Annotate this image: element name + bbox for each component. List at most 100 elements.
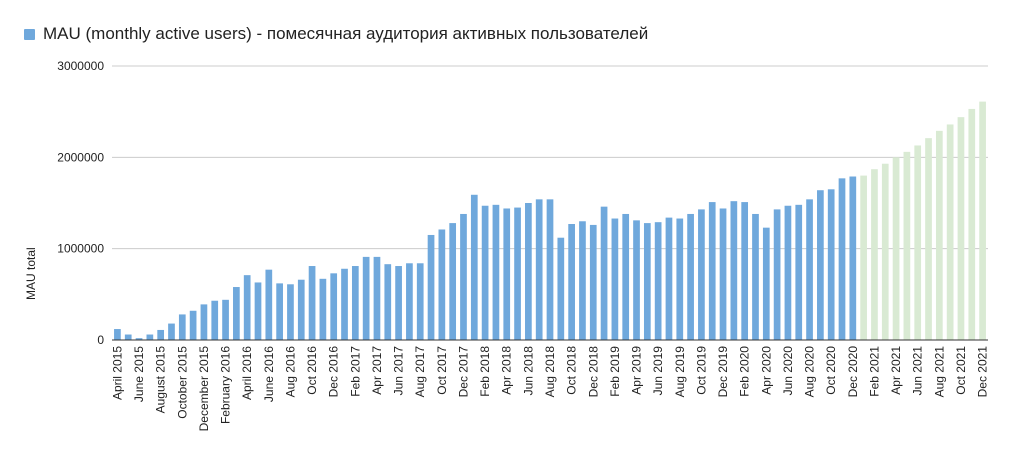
x-tick-label: Feb 2017 xyxy=(348,346,362,397)
forecast-bar xyxy=(925,138,932,340)
x-tick-label: Dec 2016 xyxy=(327,346,341,398)
x-tick-label: Oct 2019 xyxy=(694,346,708,395)
x-tick-label: June 2016 xyxy=(262,346,276,402)
bar xyxy=(135,338,143,340)
bar xyxy=(287,284,294,340)
x-tick-label: Feb 2018 xyxy=(478,346,492,397)
forecast-bar xyxy=(871,169,878,340)
bar xyxy=(589,224,597,340)
forecast-bar xyxy=(892,157,900,340)
forecast-bar xyxy=(946,124,954,340)
bar xyxy=(265,269,273,340)
bar xyxy=(395,266,402,340)
forecast-bar xyxy=(979,101,986,341)
bar xyxy=(297,279,305,340)
x-tick-label: Apr 2018 xyxy=(500,346,514,395)
bar xyxy=(676,218,684,340)
forecast-bar xyxy=(860,175,867,340)
y-tick-label: 1000000 xyxy=(57,242,104,256)
bar xyxy=(806,199,813,340)
x-tick-label: Jun 2017 xyxy=(392,346,406,396)
chart-legend: MAU (monthly active users) - помесячная … xyxy=(24,24,648,44)
bar xyxy=(254,282,262,340)
forecast-bar xyxy=(957,117,965,340)
bar xyxy=(752,213,759,340)
bar xyxy=(438,229,446,340)
bar xyxy=(157,329,165,340)
bar xyxy=(503,208,511,340)
bar xyxy=(308,266,316,340)
bar xyxy=(730,201,738,340)
bar xyxy=(427,234,435,340)
bar xyxy=(114,329,121,340)
y-tick-label: 2000000 xyxy=(57,150,104,164)
x-tick-label: Oct 2020 xyxy=(824,346,838,395)
bar xyxy=(470,194,478,340)
x-tick-label: Oct 2018 xyxy=(565,346,579,395)
x-tick-label: Jun 2019 xyxy=(651,346,665,396)
bar xyxy=(362,256,370,340)
x-tick-label: April 2016 xyxy=(240,346,254,400)
bar xyxy=(384,264,392,340)
x-tick-label: Aug 2017 xyxy=(413,346,427,398)
x-tick-label: Jun 2018 xyxy=(521,346,535,396)
bar xyxy=(178,314,186,340)
x-tick-label: Dec 2017 xyxy=(456,346,470,398)
bar xyxy=(222,299,229,340)
x-tick-label: Feb 2021 xyxy=(867,346,881,397)
x-tick-label: February 2016 xyxy=(219,346,233,424)
forecast-bar xyxy=(935,130,943,340)
x-tick-label: Oct 2021 xyxy=(954,346,968,395)
bar xyxy=(373,256,381,340)
forecast-bar xyxy=(914,145,922,340)
bar xyxy=(849,176,857,340)
bar xyxy=(719,208,727,340)
x-tick-label: Apr 2019 xyxy=(630,346,644,395)
x-tick-label: Dec 2018 xyxy=(586,346,600,398)
x-tick-label: October 2015 xyxy=(175,346,189,419)
bar xyxy=(773,209,781,340)
bar xyxy=(611,218,619,340)
bar xyxy=(200,304,208,340)
forecast-bar xyxy=(968,108,976,340)
bar xyxy=(600,206,608,340)
bar xyxy=(460,213,467,340)
bar xyxy=(514,207,521,340)
x-tick-label: Dec 2021 xyxy=(976,346,990,398)
bar xyxy=(330,273,338,340)
bar xyxy=(233,287,240,340)
x-tick-label: Apr 2020 xyxy=(759,346,773,395)
x-tick-label: April 2015 xyxy=(110,346,124,400)
bar xyxy=(416,263,424,340)
x-tick-label: Oct 2017 xyxy=(435,346,449,395)
bar xyxy=(838,178,846,340)
bar xyxy=(492,204,500,340)
bar xyxy=(687,213,694,340)
bar xyxy=(406,263,413,340)
bar xyxy=(146,334,154,340)
x-tick-label: August 2015 xyxy=(154,346,168,414)
legend-swatch xyxy=(24,28,35,40)
x-tick-label: Oct 2016 xyxy=(305,346,319,395)
x-tick-label: December 2015 xyxy=(197,346,211,432)
bar xyxy=(579,221,586,340)
bar xyxy=(124,334,132,340)
bar xyxy=(535,199,543,340)
bar xyxy=(557,237,565,340)
bar xyxy=(795,204,803,340)
bar xyxy=(741,202,749,340)
y-tick-label: 3000000 xyxy=(57,59,104,73)
x-tick-label: Aug 2019 xyxy=(673,346,687,398)
bar xyxy=(319,278,327,340)
x-tick-label: Dec 2019 xyxy=(716,346,730,398)
bar xyxy=(817,190,824,340)
x-tick-label: Feb 2020 xyxy=(738,346,752,397)
bar xyxy=(827,189,835,340)
bar xyxy=(698,209,705,340)
bar xyxy=(211,300,219,340)
x-tick-label: Aug 2016 xyxy=(283,346,297,398)
forecast-bar xyxy=(881,163,889,340)
forecast-bar xyxy=(903,151,911,340)
bar xyxy=(276,283,283,340)
